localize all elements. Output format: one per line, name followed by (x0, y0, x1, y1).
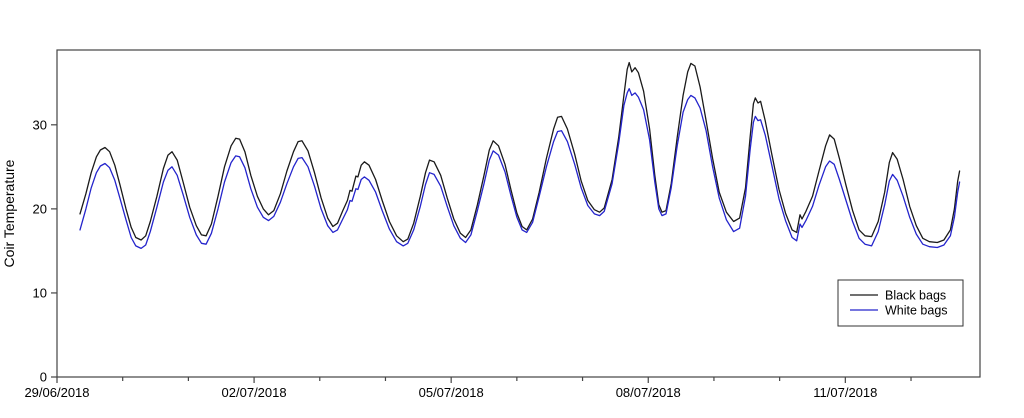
x-tick-label: 02/07/2018 (222, 385, 287, 400)
legend-label: Black bags (885, 289, 946, 303)
y-tick-label: 30 (33, 117, 47, 132)
plot-frame (56, 49, 981, 378)
series-black-bags (79, 61, 961, 244)
y-axis-title: Coir Temperature (1, 159, 17, 267)
y-tick-label: 0 (40, 370, 47, 385)
series-white-bags (79, 88, 961, 250)
x-tick-label: 11/07/2018 (813, 385, 877, 400)
x-axis: 29/06/2018 02/07/2018 05/07/2018 08/07/2018… (24, 377, 912, 400)
x-tick-label: 29/06/2018 (24, 385, 89, 400)
x-tick-label: 08/07/2018 (616, 385, 681, 400)
y-tick-label: 20 (33, 201, 47, 216)
y-tick-label: 10 (33, 285, 47, 300)
y-axis: 0 10 20 30 (33, 117, 57, 385)
legend-label: White bags (885, 304, 948, 318)
legend-box (837, 279, 964, 327)
x-tick-label: 05/07/2018 (419, 385, 484, 400)
